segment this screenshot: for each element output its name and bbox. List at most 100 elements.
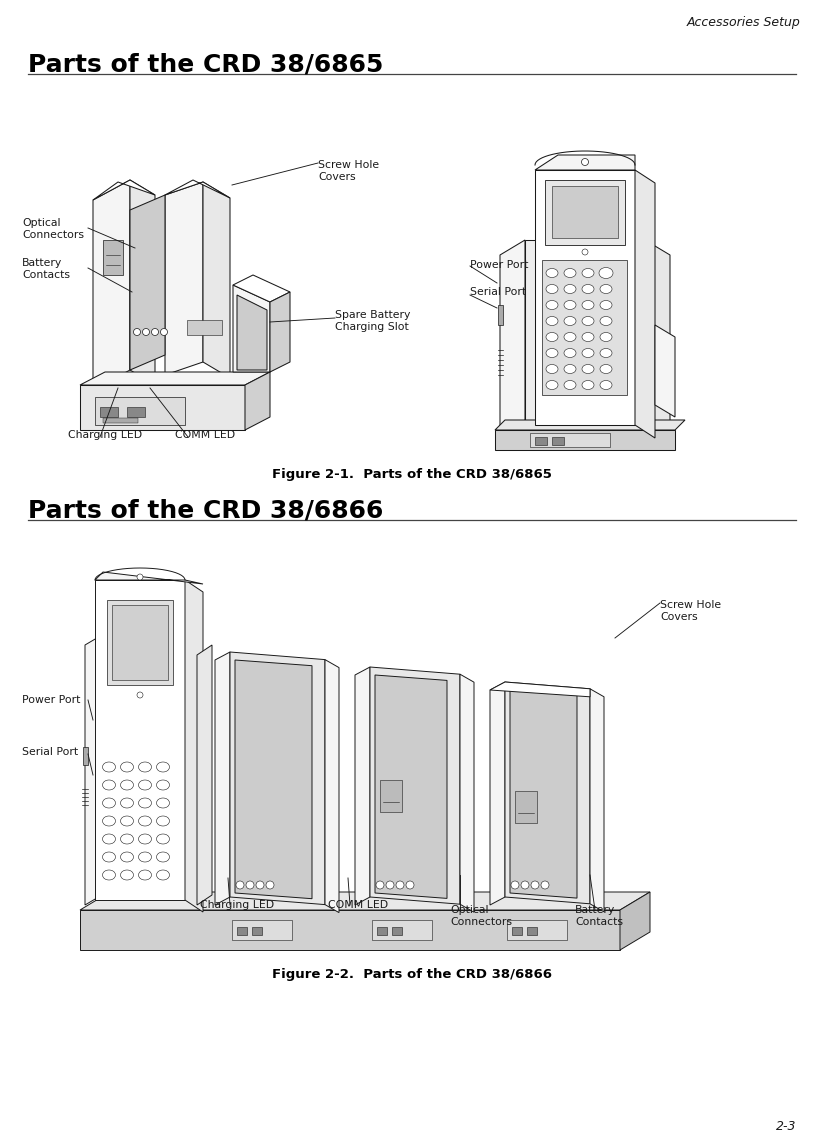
Bar: [103, 240, 123, 275]
Ellipse shape: [120, 834, 133, 844]
Bar: [535, 437, 547, 445]
Polygon shape: [80, 892, 650, 910]
Ellipse shape: [157, 780, 170, 790]
Text: Charging LED: Charging LED: [68, 431, 142, 440]
Text: Screw Hole
Covers: Screw Hole Covers: [660, 600, 721, 621]
Bar: [107, 600, 173, 685]
Circle shape: [256, 880, 264, 888]
Circle shape: [582, 159, 588, 166]
Text: Charging LED: Charging LED: [200, 900, 274, 910]
Circle shape: [541, 880, 549, 888]
Ellipse shape: [102, 762, 115, 772]
Ellipse shape: [546, 380, 558, 389]
Ellipse shape: [582, 364, 594, 373]
Ellipse shape: [546, 268, 558, 278]
Circle shape: [137, 692, 143, 698]
Ellipse shape: [157, 852, 170, 862]
Polygon shape: [95, 580, 185, 900]
Circle shape: [582, 249, 588, 255]
Ellipse shape: [120, 817, 133, 826]
Circle shape: [236, 880, 244, 888]
Bar: [512, 927, 522, 935]
Bar: [112, 605, 168, 679]
Polygon shape: [490, 682, 505, 904]
Ellipse shape: [546, 348, 558, 357]
Ellipse shape: [600, 300, 612, 309]
Text: Parts of the CRD 38/6865: Parts of the CRD 38/6865: [28, 53, 383, 77]
Ellipse shape: [564, 300, 576, 309]
Polygon shape: [93, 180, 130, 391]
Polygon shape: [510, 690, 577, 898]
Ellipse shape: [138, 870, 152, 880]
Polygon shape: [495, 420, 685, 431]
Text: Parts of the CRD 38/6866: Parts of the CRD 38/6866: [28, 498, 383, 522]
Polygon shape: [95, 572, 203, 584]
Text: Optical
Connectors: Optical Connectors: [22, 218, 84, 240]
Ellipse shape: [138, 852, 152, 862]
Bar: [237, 927, 247, 935]
Bar: [232, 920, 292, 940]
Circle shape: [143, 329, 149, 336]
Ellipse shape: [546, 300, 558, 309]
Ellipse shape: [600, 348, 612, 357]
Text: Power Port: Power Port: [22, 695, 81, 705]
Polygon shape: [80, 372, 270, 385]
Ellipse shape: [546, 364, 558, 373]
Ellipse shape: [138, 817, 152, 826]
Polygon shape: [490, 682, 590, 697]
Bar: [392, 927, 402, 935]
Ellipse shape: [102, 852, 115, 862]
Polygon shape: [375, 675, 447, 899]
Text: COMM LED: COMM LED: [175, 431, 235, 440]
Circle shape: [133, 329, 141, 336]
Ellipse shape: [564, 284, 576, 293]
Polygon shape: [215, 652, 230, 904]
Bar: [372, 920, 432, 940]
Ellipse shape: [599, 267, 613, 279]
Ellipse shape: [564, 364, 576, 373]
Text: Battery
Contacts: Battery Contacts: [575, 904, 623, 926]
Bar: [545, 180, 625, 246]
Polygon shape: [197, 645, 212, 904]
Polygon shape: [460, 674, 474, 912]
Ellipse shape: [582, 316, 594, 325]
Ellipse shape: [582, 332, 594, 341]
Polygon shape: [237, 295, 267, 370]
Circle shape: [511, 880, 519, 888]
Ellipse shape: [546, 316, 558, 325]
Ellipse shape: [582, 348, 594, 357]
Ellipse shape: [600, 380, 612, 389]
Ellipse shape: [120, 852, 133, 862]
Ellipse shape: [582, 300, 594, 309]
Circle shape: [266, 880, 274, 888]
Ellipse shape: [102, 798, 115, 809]
Text: Serial Port: Serial Port: [22, 747, 78, 757]
Bar: [527, 927, 537, 935]
Polygon shape: [233, 275, 290, 301]
Text: Spare Battery
Charging Slot: Spare Battery Charging Slot: [335, 309, 410, 331]
Polygon shape: [130, 180, 155, 385]
Bar: [252, 927, 262, 935]
Polygon shape: [80, 910, 620, 950]
Polygon shape: [355, 667, 370, 904]
Polygon shape: [245, 372, 270, 431]
Text: COMM LED: COMM LED: [328, 900, 388, 910]
Text: 2-3: 2-3: [775, 1120, 796, 1133]
Ellipse shape: [157, 817, 170, 826]
Ellipse shape: [600, 284, 612, 293]
Bar: [530, 433, 610, 447]
Ellipse shape: [102, 834, 115, 844]
Bar: [377, 927, 387, 935]
Ellipse shape: [600, 364, 612, 373]
Polygon shape: [185, 580, 203, 912]
Ellipse shape: [564, 380, 576, 389]
Bar: [103, 418, 138, 423]
Circle shape: [521, 880, 529, 888]
Bar: [95, 397, 185, 425]
Polygon shape: [80, 385, 245, 431]
Polygon shape: [230, 652, 325, 904]
Polygon shape: [505, 682, 590, 903]
Circle shape: [152, 329, 158, 336]
Circle shape: [386, 880, 394, 888]
Bar: [552, 437, 564, 445]
